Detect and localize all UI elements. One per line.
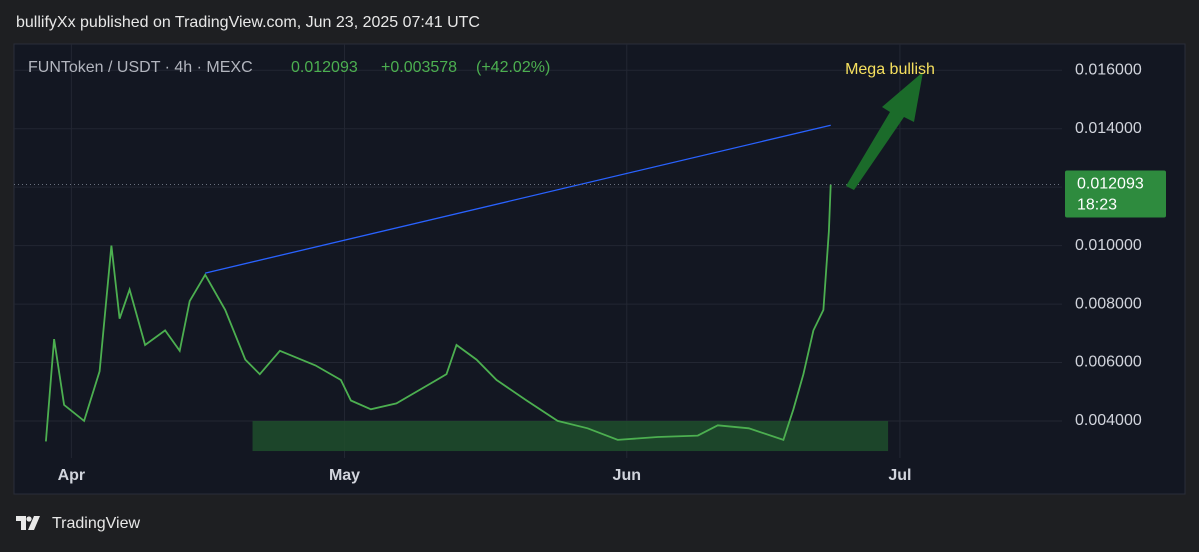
last-price: 0.012093 — [291, 59, 358, 76]
y-tick-label: 0.016000 — [1075, 62, 1142, 79]
arrow — [846, 72, 923, 190]
plot: 0.0040000.0060000.0080000.0100000.012000… — [14, 44, 1166, 484]
last-price-axis-label: 0.012093 — [1077, 176, 1144, 193]
y-tick-label: 0.010000 — [1075, 237, 1142, 254]
y-tick-label: 0.006000 — [1075, 354, 1142, 371]
x-tick-label: Jun — [613, 467, 641, 484]
x-tick-label: Apr — [58, 467, 86, 484]
chart-panel — [13, 43, 1186, 495]
logo: TradingView — [16, 515, 140, 532]
symbol: FUNToken / USDT · 4h · MEXC — [28, 59, 253, 76]
logo-icon — [16, 516, 40, 530]
y-tick-label: 0.004000 — [1075, 412, 1142, 429]
y-tick-label: 0.014000 — [1075, 120, 1142, 137]
change-pct: (+42.02%) — [476, 59, 550, 76]
x-tick-label: May — [329, 467, 360, 484]
last-price-box — [1065, 170, 1166, 218]
change: +0.003578 — [381, 59, 457, 76]
logo-dot — [26, 516, 32, 522]
price-line — [45, 184, 832, 442]
x-tick-label: Jul — [888, 467, 911, 484]
timer: 18:23 — [1077, 197, 1117, 214]
footer: TradingView — [52, 515, 140, 532]
trend-line — [205, 124, 831, 274]
header: bullifyXx published on TradingView.com, … — [16, 14, 480, 31]
y-tick-label: 0.008000 — [1075, 295, 1142, 312]
annotation: Mega bullish — [845, 61, 935, 78]
support-zone — [252, 420, 889, 452]
